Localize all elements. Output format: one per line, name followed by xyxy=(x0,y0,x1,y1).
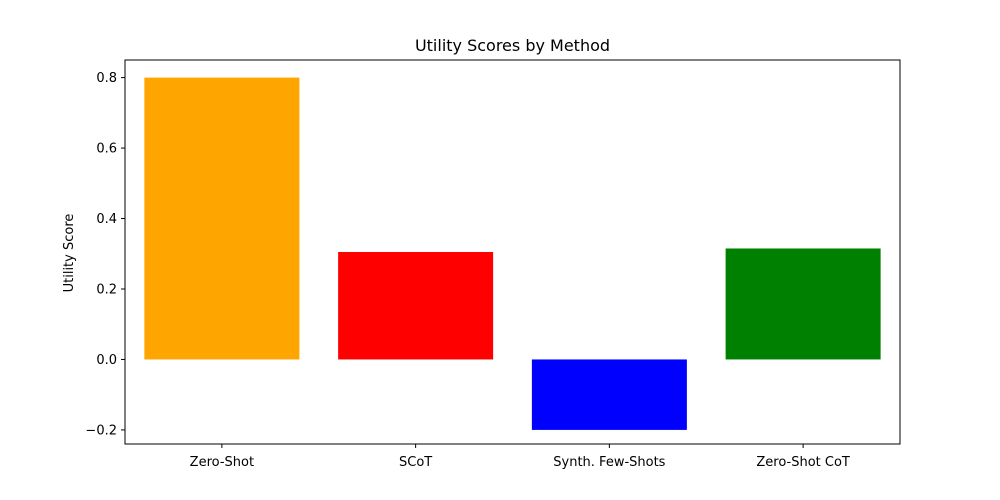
bar-scot xyxy=(338,252,494,360)
y-tick-label: 0.8 xyxy=(96,71,117,86)
x-axis: Zero-Shot SCoT Synth. Few-Shots Zero-Shot C… xyxy=(190,444,850,470)
y-tick-label: 0.6 xyxy=(96,142,117,157)
y-axis-title: Utility Score xyxy=(62,214,77,293)
y-tick-label: 0.0 xyxy=(96,353,117,368)
x-tick-label: Zero-Shot xyxy=(190,455,254,470)
bar-zero-shot xyxy=(144,77,300,360)
bars-group xyxy=(144,77,881,430)
y-tick-label: 0.2 xyxy=(96,282,117,297)
x-tick-label: Synth. Few-Shots xyxy=(553,455,665,470)
plot-frame xyxy=(124,59,901,445)
y-tick-label: 0.4 xyxy=(96,212,117,227)
chart-title: Utility Scores by Method xyxy=(415,36,610,55)
y-axis: −0.2 0.0 0.2 0.4 0.6 0.8 xyxy=(85,71,125,438)
x-tick-label: Zero-Shot CoT xyxy=(756,455,850,470)
y-tick-label: −0.2 xyxy=(85,423,117,438)
bar-synth-few-shots xyxy=(531,359,687,430)
bar-zero-shot-cot xyxy=(725,248,881,360)
x-tick-label: SCoT xyxy=(399,455,432,470)
